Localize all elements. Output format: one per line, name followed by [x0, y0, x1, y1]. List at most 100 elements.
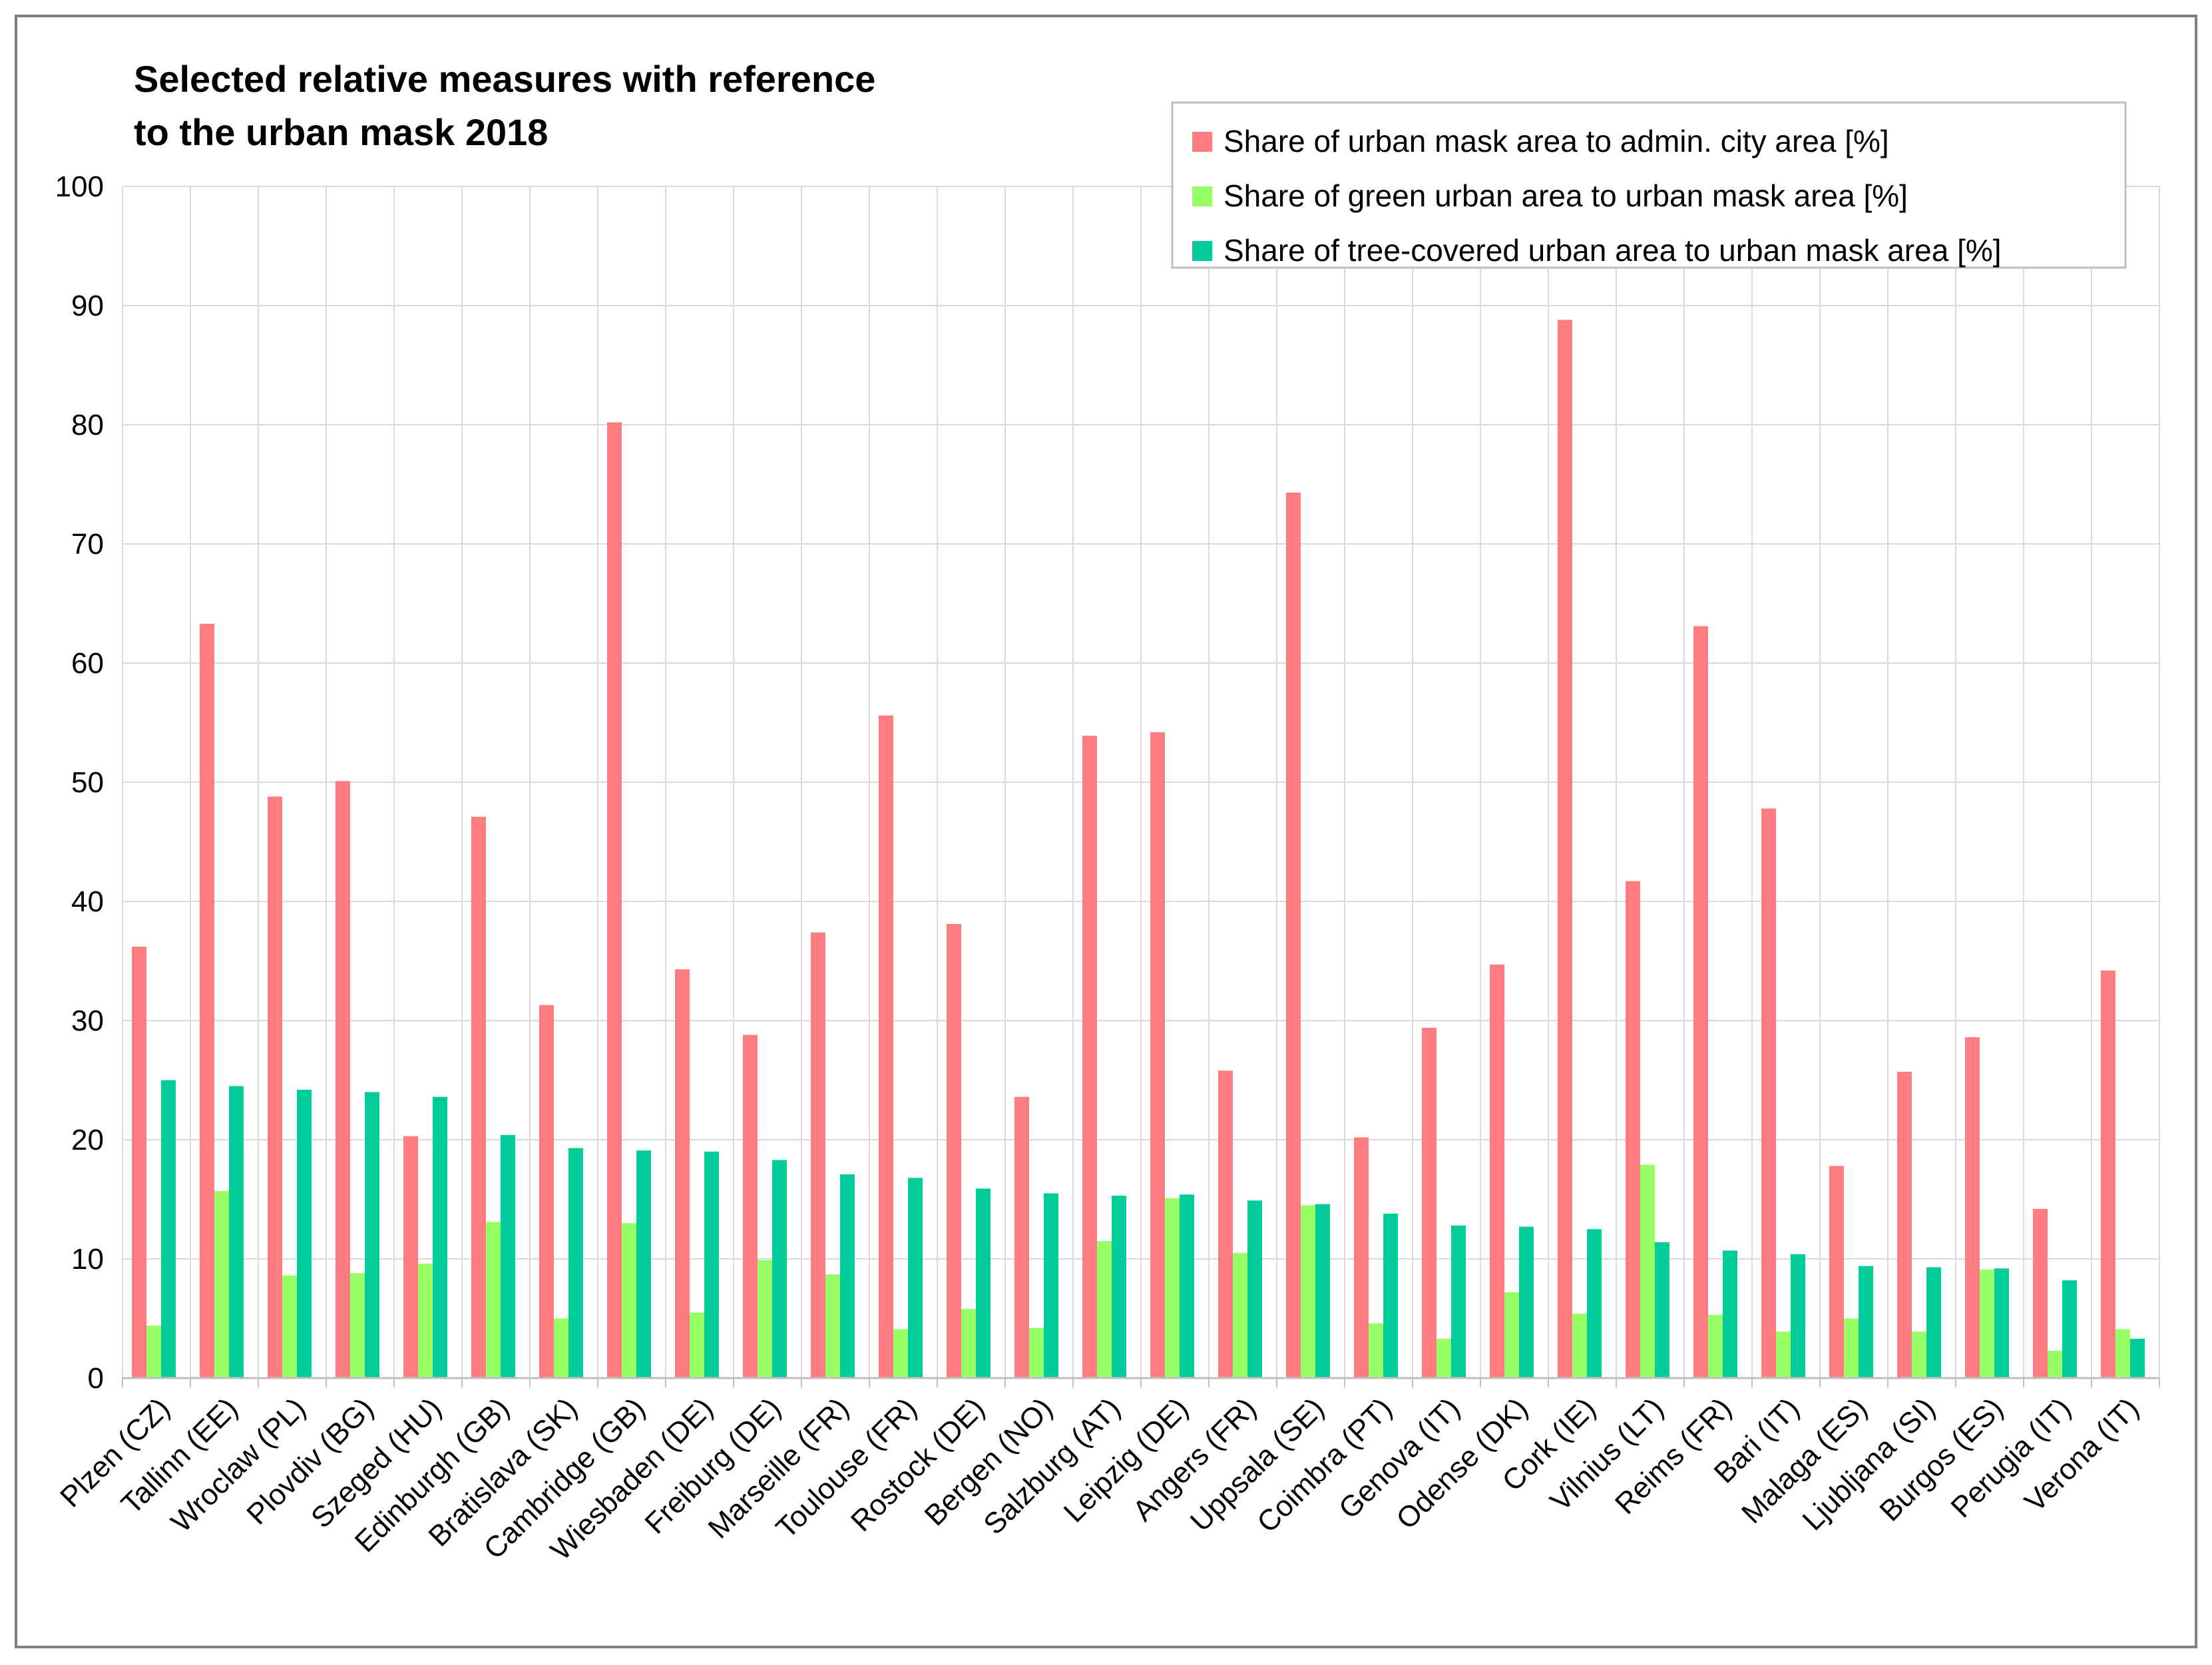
bar-tree-covered	[1587, 1229, 1602, 1378]
bar-tree-covered	[365, 1092, 379, 1378]
bar-tree-covered	[1383, 1213, 1398, 1378]
bar-urban-mask	[539, 1005, 554, 1378]
bar-green-urban	[282, 1276, 297, 1378]
bar-green-urban	[1369, 1323, 1383, 1378]
bar-green-urban	[1301, 1205, 1315, 1378]
bar-urban-mask	[607, 422, 622, 1379]
bar-green-urban	[1912, 1331, 1926, 1378]
bar-green-urban	[554, 1318, 568, 1378]
bar-tree-covered	[1044, 1193, 1058, 1378]
legend-swatch-green-urban	[1192, 186, 1212, 206]
axes	[122, 1377, 2160, 1387]
bar-urban-mask	[1014, 1096, 1029, 1378]
bar-chart: 0 10 20 30 40 50 60 70 80 90 100 Plzen (CZ)Tallinn…	[54, 58, 2160, 1566]
bar-green-urban	[1776, 1331, 1791, 1378]
bar-tree-covered	[1859, 1266, 1873, 1378]
bar-green-urban	[1097, 1241, 1112, 1378]
legend-label-tree-covered: Share of tree-covered urban area to urba…	[1223, 233, 2002, 268]
bar-urban-mask	[1761, 808, 1776, 1378]
y-tick-label: 70	[71, 528, 104, 561]
bar-green-urban	[1844, 1318, 1859, 1378]
bar-green-urban	[146, 1325, 161, 1378]
bar-tree-covered	[908, 1178, 923, 1378]
legend-label-urban-mask: Share of urban mask area to admin. city …	[1223, 124, 1889, 158]
bar-urban-mask	[879, 715, 893, 1378]
bar-tree-covered	[840, 1174, 855, 1378]
y-tick-labels: 0 10 20 30 40 50 60 70 80 90 100	[55, 170, 104, 1395]
chart-title-line-2: to the urban mask 2018	[134, 111, 548, 153]
legend: Share of urban mask area to admin. city …	[1171, 101, 2127, 269]
bar-green-urban	[2048, 1350, 2062, 1378]
bar-urban-mask	[947, 924, 961, 1378]
y-tick-label: 20	[71, 1124, 104, 1156]
bar-urban-mask	[675, 969, 690, 1378]
bar-tree-covered	[1112, 1196, 1126, 1378]
bar-tree-covered	[433, 1096, 447, 1378]
bar-urban-mask	[1626, 881, 1640, 1378]
bar-green-urban	[1233, 1253, 1247, 1378]
bar-green-urban	[350, 1273, 365, 1378]
bar-green-urban	[1980, 1270, 1994, 1378]
y-tick-label: 0	[88, 1362, 104, 1395]
bar-green-urban	[1504, 1292, 1519, 1378]
bar-tree-covered	[2062, 1280, 2077, 1378]
bar-urban-mask	[335, 781, 350, 1378]
bar-tree-covered	[2130, 1338, 2145, 1378]
legend-box	[1171, 101, 2127, 269]
bar-tree-covered	[161, 1080, 176, 1378]
bar-urban-mask	[1558, 320, 1572, 1379]
bar-urban-mask	[1490, 964, 1504, 1378]
legend-swatch-urban-mask	[1192, 132, 1212, 152]
gridlines	[122, 186, 2160, 1378]
bar-tree-covered	[976, 1188, 991, 1378]
bar-green-urban	[2115, 1329, 2130, 1378]
bar-green-urban	[893, 1329, 908, 1378]
x-tick-labels: Plzen (CZ)Tallinn (EE)Wroclaw (PL)Plovdi…	[54, 1391, 2145, 1566]
bar-tree-covered	[1519, 1226, 1534, 1378]
bar-green-urban	[1165, 1198, 1180, 1378]
bar-green-urban	[961, 1309, 976, 1378]
bar-urban-mask	[1286, 493, 1301, 1378]
bar-urban-mask	[2033, 1208, 2048, 1378]
bar-urban-mask	[811, 932, 825, 1378]
bar-tree-covered	[229, 1086, 244, 1378]
bar-urban-mask	[1693, 626, 1708, 1378]
bar-tree-covered	[1926, 1267, 1941, 1378]
bar-green-urban	[690, 1312, 704, 1378]
bar-tree-covered	[1451, 1225, 1466, 1378]
bar-urban-mask	[200, 623, 214, 1379]
legend-swatch-tree-covered	[1192, 241, 1212, 261]
bar-tree-covered	[1723, 1250, 1737, 1378]
bar-green-urban	[1437, 1338, 1451, 1378]
y-tick-label: 10	[71, 1243, 104, 1276]
bar-tree-covered	[501, 1134, 515, 1378]
bar-tree-covered	[636, 1150, 651, 1378]
bar-urban-mask	[1218, 1070, 1233, 1378]
bar-tree-covered	[1994, 1268, 2009, 1378]
legend-label-green-urban: Share of green urban area to urban mask …	[1223, 178, 1908, 213]
bar-urban-mask	[1965, 1037, 1980, 1378]
bar-green-urban	[418, 1264, 433, 1378]
bar-urban-mask	[2101, 970, 2115, 1378]
chart-title-line-1: Selected relative measures with referenc…	[134, 58, 875, 100]
bar-green-urban	[486, 1222, 501, 1378]
bar-tree-covered	[772, 1160, 787, 1378]
bar-green-urban	[758, 1260, 772, 1378]
y-tick-label: 30	[71, 1005, 104, 1037]
y-tick-label: 100	[55, 170, 104, 203]
bar-urban-mask	[1897, 1071, 1912, 1378]
bar-urban-mask	[1354, 1137, 1369, 1378]
chart-title: Selected relative measures with referenc…	[134, 58, 875, 153]
bar-green-urban	[1029, 1327, 1044, 1378]
chart-frame: 0 10 20 30 40 50 60 70 80 90 100 Plzen (CZ) Tallinn…	[15, 15, 2197, 1648]
y-tick-label: 90	[71, 290, 104, 322]
bar-urban-mask	[1082, 736, 1097, 1378]
y-tick-label: 60	[71, 647, 104, 680]
bar-tree-covered	[568, 1148, 583, 1378]
bars	[132, 320, 2145, 1379]
bar-tree-covered	[1180, 1194, 1194, 1378]
bar-urban-mask	[743, 1035, 758, 1378]
bar-green-urban	[1572, 1313, 1587, 1378]
bar-urban-mask	[403, 1136, 418, 1378]
bar-green-urban	[1708, 1315, 1723, 1378]
